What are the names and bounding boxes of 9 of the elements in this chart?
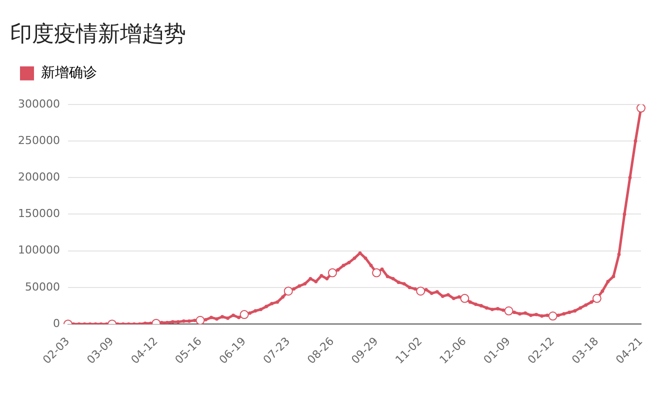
y-tick-label: 150000 [18, 207, 60, 220]
y-tick-label: 200000 [18, 170, 60, 184]
y-tick-label: 300000 [18, 97, 60, 110]
y-tick-label: 0 [52, 316, 60, 330]
y-tick-label: 100000 [18, 244, 60, 257]
legend-label: 新增确诊 [41, 65, 97, 82]
chart-title: 印度疫情新增趋势 [10, 22, 186, 47]
y-tick-label: 250000 [18, 134, 60, 147]
y-tick-label: 50000 [24, 280, 60, 294]
